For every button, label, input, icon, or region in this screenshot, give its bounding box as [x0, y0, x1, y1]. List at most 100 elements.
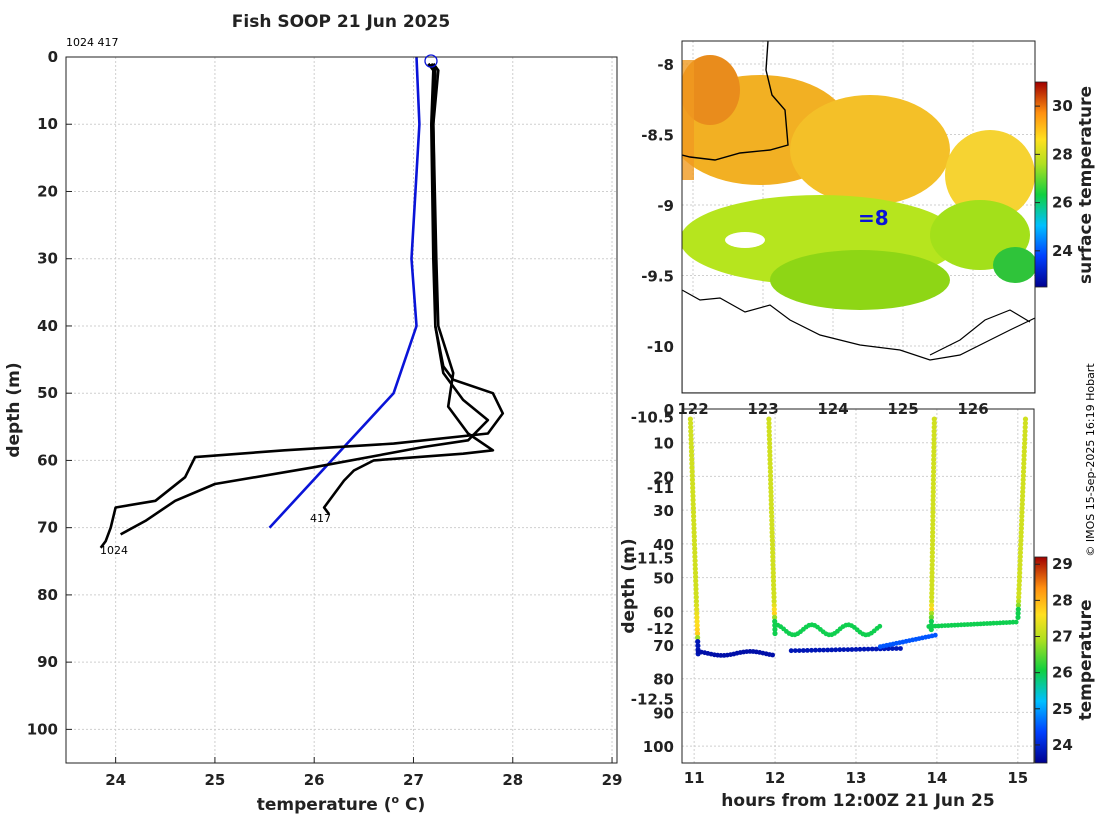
cast-point — [772, 614, 778, 621]
cast-point — [930, 505, 936, 511]
section-y-tick-label: 0 — [664, 401, 674, 419]
cast-point — [931, 457, 937, 463]
cast-point — [929, 546, 936, 552]
bottom-point — [821, 647, 826, 653]
cast-point — [930, 525, 936, 531]
section-x-tick-label: 14 — [926, 769, 947, 787]
cast-point — [1020, 485, 1026, 491]
cast-point — [688, 444, 695, 450]
y-tick-label: 30 — [37, 250, 58, 268]
cast-point — [931, 469, 937, 475]
cast-point — [1017, 550, 1024, 556]
cast-point — [768, 509, 775, 515]
cast-point — [1015, 602, 1022, 608]
section-x-tick-label: 11 — [684, 769, 705, 787]
y-tick-label: 70 — [37, 519, 58, 537]
cast-point — [771, 582, 777, 588]
cast-point — [770, 570, 776, 576]
cast-point — [929, 558, 935, 564]
cast-point — [1022, 428, 1028, 434]
cast-point — [930, 485, 936, 491]
cast-point — [768, 477, 774, 483]
cast-point — [930, 477, 937, 483]
cast-point — [930, 533, 936, 540]
cast-point — [929, 582, 935, 588]
temperature-colorbar-label: temperature — [1076, 599, 1096, 720]
bottom-point — [845, 647, 851, 652]
cast-point — [931, 461, 937, 467]
sst-field — [682, 55, 1035, 310]
profile-ids-label: 1024 417 — [66, 36, 119, 49]
depth-time-section: 11 12 13 14 15 0 10 20 30 40 50 60 70 80 90 100 29 28 27 2… — [619, 401, 1096, 811]
cast-point — [928, 614, 935, 621]
cast-point — [768, 505, 775, 511]
cast-point — [689, 477, 696, 483]
cast-point — [694, 618, 700, 625]
x-tick-label: 28 — [502, 771, 523, 789]
cast-point — [772, 626, 778, 633]
cast-point — [1015, 610, 1021, 616]
cast-point — [690, 505, 697, 511]
cast-point — [770, 574, 777, 580]
cast-point — [1019, 513, 1025, 519]
cast-point — [772, 630, 778, 637]
cast-point — [1017, 566, 1023, 572]
bottom-point — [853, 647, 859, 652]
cast-point — [771, 606, 777, 612]
section-x-tick-label: 13 — [846, 769, 867, 787]
cast-point — [930, 481, 937, 487]
cast-point — [691, 521, 697, 527]
cast-point — [1017, 562, 1023, 568]
cast-point — [767, 452, 773, 459]
cast-point — [1020, 477, 1026, 483]
map-lat-label: -10.5 — [631, 409, 674, 427]
cast-point — [768, 481, 774, 487]
cast-point — [1016, 590, 1022, 596]
cast-point — [692, 558, 698, 564]
section-y-tick-label: 60 — [653, 603, 674, 621]
cast-point — [691, 513, 697, 519]
cast-point — [1021, 465, 1027, 471]
map-lat-label: -8 — [657, 56, 674, 74]
cast-point — [1017, 570, 1023, 576]
section-y-tick-label: 50 — [653, 570, 674, 588]
cast-point — [1017, 558, 1023, 564]
cast-point — [694, 622, 700, 629]
cast-point — [930, 513, 936, 519]
series-line-climatology — [268, 56, 421, 529]
profile-start-label: 1024 — [100, 544, 128, 557]
cast-point — [928, 610, 935, 616]
y-tick-label: 10 — [37, 115, 58, 133]
cast-point — [768, 501, 774, 507]
cast-point — [692, 550, 698, 556]
cast-point — [688, 420, 694, 426]
cast-point — [688, 428, 694, 434]
cast-point — [693, 574, 699, 580]
surface-colorbar-tick-label: 30 — [1052, 97, 1073, 115]
cast-point — [769, 525, 775, 531]
bottom-point — [837, 647, 843, 653]
map-lat-label: -9.5 — [641, 268, 674, 286]
cast-point — [1019, 517, 1025, 523]
cast-point — [1018, 537, 1024, 544]
cast-point — [930, 537, 936, 544]
cast-point — [929, 541, 936, 548]
cast-point — [689, 473, 695, 479]
cast-point — [1022, 440, 1028, 446]
cast-point — [693, 582, 699, 588]
bottom-point — [805, 648, 810, 653]
cast-point — [768, 497, 774, 503]
cast-point — [690, 481, 696, 487]
section-y-tick-label: 40 — [653, 536, 674, 554]
start-marker — [424, 54, 438, 68]
surface-colorbar-label: surface temperature — [1076, 86, 1096, 284]
cast-point — [769, 533, 775, 540]
cast-point — [1020, 481, 1026, 487]
cast-point — [693, 602, 700, 608]
cast-point — [766, 428, 772, 434]
cast-point — [766, 416, 772, 422]
bottom-point — [833, 647, 839, 653]
cast-point — [771, 598, 777, 604]
cast-point — [692, 554, 698, 560]
cast-point — [770, 558, 776, 564]
